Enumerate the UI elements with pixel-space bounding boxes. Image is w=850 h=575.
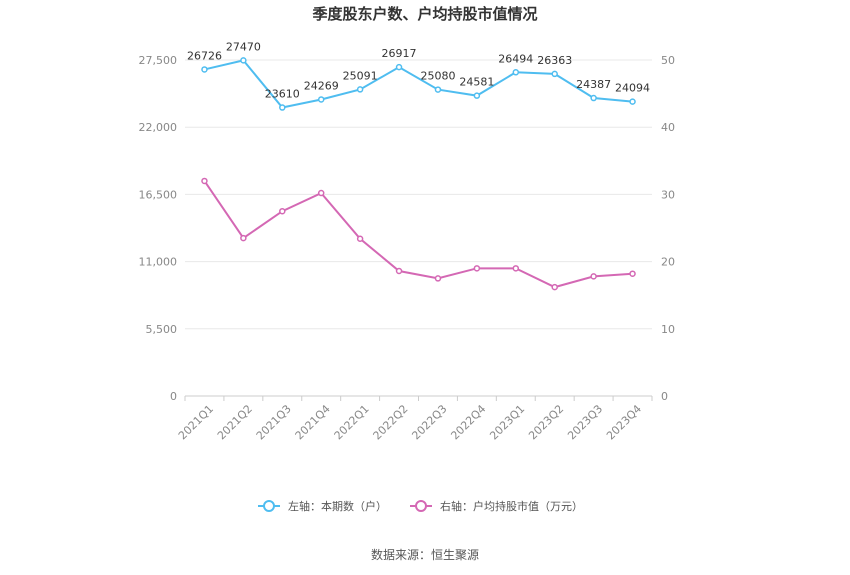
left-tick-label: 11,000 xyxy=(139,256,178,269)
x-tick-label: 2022Q2 xyxy=(371,402,411,442)
x-tick-label: 2023Q1 xyxy=(487,402,527,442)
x-tick-label: 2021Q4 xyxy=(293,402,333,442)
x-tick-label: 2022Q1 xyxy=(332,402,372,442)
grid-lines xyxy=(185,59,652,397)
right-tick-label: 0 xyxy=(661,390,668,403)
left-tick-label: 27,500 xyxy=(139,54,178,67)
legend[interactable]: 左轴：本期数（户） 右轴：户均持股市值（万元） xyxy=(258,499,583,513)
x-tick-label: 2023Q3 xyxy=(565,402,605,442)
data-point xyxy=(512,265,520,272)
series-line xyxy=(204,59,633,109)
right-tick-label: 30 xyxy=(661,188,675,201)
right-tick-label: 20 xyxy=(661,256,675,269)
data-point xyxy=(434,275,442,282)
x-axis-ticks: 2021Q12021Q22021Q32021Q42022Q12022Q22022… xyxy=(176,396,653,442)
series-line xyxy=(203,180,633,289)
data-point xyxy=(317,189,325,197)
left-axis-ticks: 0 5,500 11,000 16,500 22,000 27,500 xyxy=(139,54,178,403)
data-label: 25080 xyxy=(420,70,455,83)
right-axis-ticks: 0 10 20 30 40 50 xyxy=(661,54,675,403)
data-point xyxy=(317,96,325,103)
legend-marker-icon xyxy=(263,500,275,512)
legend-item-label: 右轴：户均持股市值（万元） xyxy=(440,499,583,513)
left-tick-label: 0 xyxy=(170,390,177,403)
data-point xyxy=(356,235,364,243)
data-point xyxy=(473,265,481,272)
data-label: 23610 xyxy=(265,88,300,101)
data-point xyxy=(629,270,636,277)
data-label: 24581 xyxy=(459,76,494,89)
left-tick-label: 5,500 xyxy=(146,323,178,336)
x-tick-label: 2022Q4 xyxy=(448,402,488,442)
data-point xyxy=(629,98,636,105)
data-point xyxy=(551,70,558,78)
data-label: 26363 xyxy=(537,54,572,67)
data-point xyxy=(395,63,403,71)
data-point xyxy=(551,283,558,291)
x-tick-label: 2022Q3 xyxy=(409,402,449,442)
data-point xyxy=(240,234,247,242)
data-point xyxy=(279,104,286,111)
data-point xyxy=(395,267,403,275)
x-tick-label: 2021Q2 xyxy=(215,402,255,442)
data-point xyxy=(590,273,597,280)
x-tick-label: 2021Q3 xyxy=(254,402,294,442)
left-tick-label: 22,000 xyxy=(139,121,178,134)
data-label: 24269 xyxy=(304,79,339,92)
legend-item-label: 左轴：本期数（户） xyxy=(288,499,387,513)
data-label: 26726 xyxy=(187,49,222,62)
data-point xyxy=(240,57,247,64)
x-tick-label: 2021Q1 xyxy=(176,402,216,442)
right-tick-label: 50 xyxy=(661,54,675,67)
x-tick-label: 2023Q2 xyxy=(526,402,566,442)
data-point xyxy=(434,86,442,93)
data-point xyxy=(201,177,208,185)
x-tick-label: 2023Q4 xyxy=(604,402,644,442)
data-label: 26494 xyxy=(498,52,533,65)
data-label: 26917 xyxy=(382,47,417,60)
data-point xyxy=(473,92,481,99)
source-note: 数据来源：恒生聚源 xyxy=(371,547,479,562)
chart-title: 季度股东户数、户均持股市值情况 xyxy=(312,5,537,23)
data-label: 27470 xyxy=(226,40,261,53)
right-tick-label: 10 xyxy=(661,323,675,336)
data-point xyxy=(512,69,520,76)
right-tick-label: 40 xyxy=(661,121,675,134)
data-label: 24094 xyxy=(615,82,650,95)
legend-marker-icon xyxy=(415,500,427,512)
data-point xyxy=(279,207,286,215)
data-point xyxy=(201,66,208,73)
series-layer xyxy=(201,57,636,291)
data-label: 25091 xyxy=(343,69,378,82)
data-label: 24387 xyxy=(576,78,611,91)
data-point xyxy=(590,94,597,102)
left-tick-label: 16,500 xyxy=(139,188,178,201)
data-point xyxy=(356,86,364,93)
